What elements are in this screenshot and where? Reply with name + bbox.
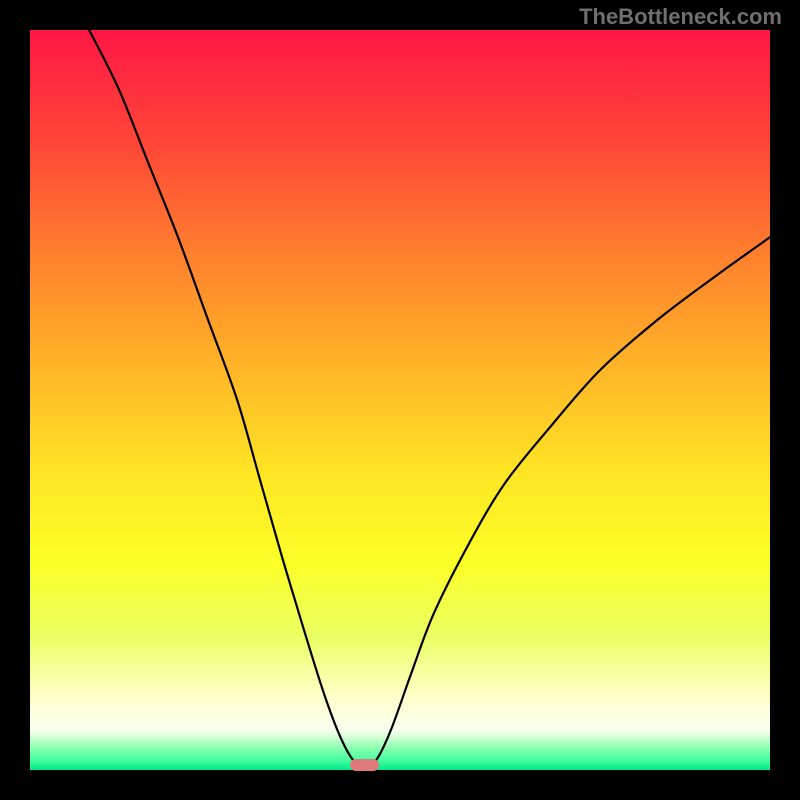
plot-area <box>30 30 770 770</box>
chart-container: TheBottleneck.com <box>0 0 800 800</box>
plot-svg <box>30 30 770 770</box>
watermark-text: TheBottleneck.com <box>579 4 782 30</box>
minimum-marker <box>350 759 380 772</box>
gradient-background <box>30 30 770 770</box>
